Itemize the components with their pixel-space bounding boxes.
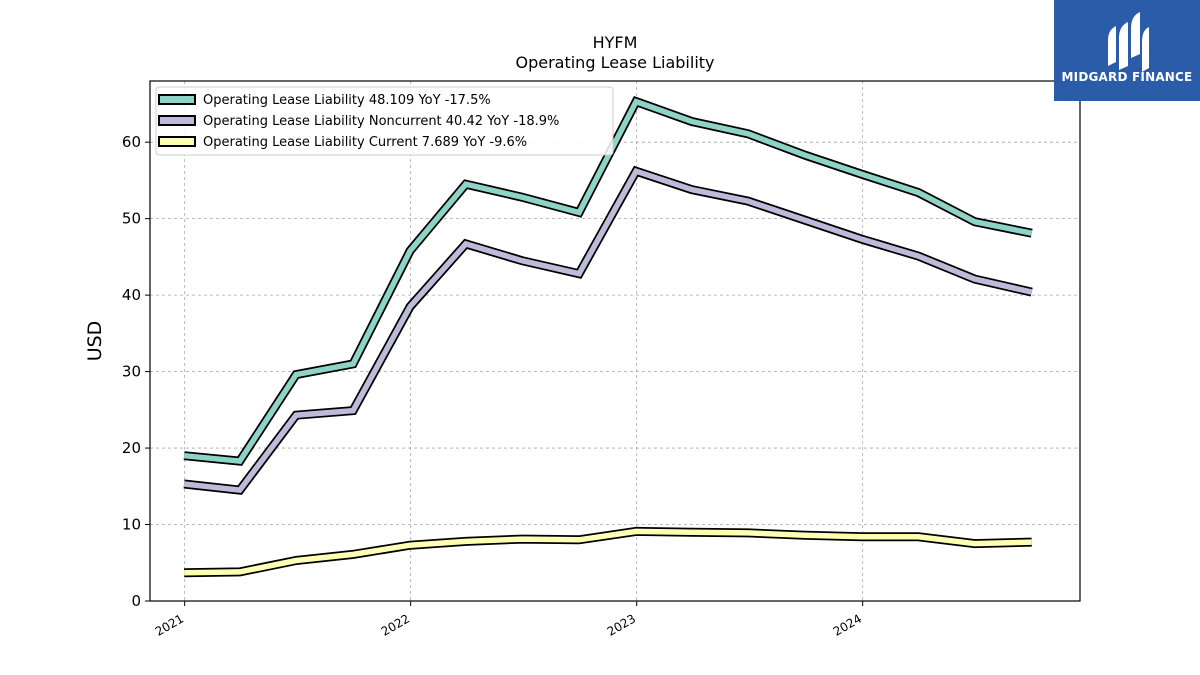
y-tick-label: 10 — [122, 516, 141, 534]
y-tick-label: 30 — [122, 363, 141, 381]
y-tick-label: 20 — [122, 439, 141, 457]
legend-swatch — [158, 94, 196, 105]
y-tick-label: 40 — [122, 286, 141, 304]
legend-label: Operating Lease Liability 48.109 YoY -17… — [203, 93, 491, 108]
x-tick-label: 2023 — [605, 611, 638, 638]
logo-mark-icon — [1108, 12, 1149, 72]
plot-frame — [149, 80, 1081, 602]
axes: 0 10 20 30 40 50 60 2021 2022 2023 2024 — [122, 133, 864, 639]
y-tick-label: 0 — [131, 592, 141, 610]
legend: Operating Lease Liability 48.109 YoY -17… — [155, 86, 614, 156]
x-tick-label: 2024 — [831, 611, 864, 638]
y-tick-label: 60 — [122, 133, 141, 151]
legend-entry: Operating Lease Liability Noncurrent 40.… — [158, 114, 559, 129]
legend-label: Operating Lease Liability Noncurrent 40.… — [203, 114, 559, 129]
legend-swatch — [158, 136, 196, 147]
x-tick-label: 2022 — [379, 611, 412, 638]
legend-entries: Operating Lease Liability 48.109 YoY -17… — [158, 93, 559, 150]
chart-title: HYFM — [593, 33, 638, 52]
legend-entry: Operating Lease Liability Current 7.689 … — [158, 135, 527, 150]
chart-subtitle: Operating Lease Liability — [515, 53, 714, 72]
grid-lines — [150, 81, 1080, 601]
legend-swatch — [158, 115, 196, 126]
series-line-fill — [183, 167, 1033, 494]
series-lines — [183, 96, 1033, 578]
brand-logo: MIDGARD FINANCE — [1054, 0, 1200, 101]
y-tick-label: 50 — [122, 210, 141, 228]
series-1-line — [183, 96, 1033, 466]
x-tick-label: 2021 — [153, 611, 186, 638]
logo-text: MIDGARD FINANCE — [1062, 70, 1193, 84]
series-3-line — [184, 526, 1032, 578]
legend-box — [155, 86, 614, 156]
legend-entry: Operating Lease Liability 48.109 YoY -17… — [158, 93, 491, 108]
legend-label: Operating Lease Liability Current 7.689 … — [203, 135, 527, 150]
series-2-line — [183, 165, 1033, 495]
series-line-fill — [183, 98, 1033, 464]
y-axis-label: USD — [84, 321, 106, 362]
series-line-fill — [184, 528, 1032, 576]
